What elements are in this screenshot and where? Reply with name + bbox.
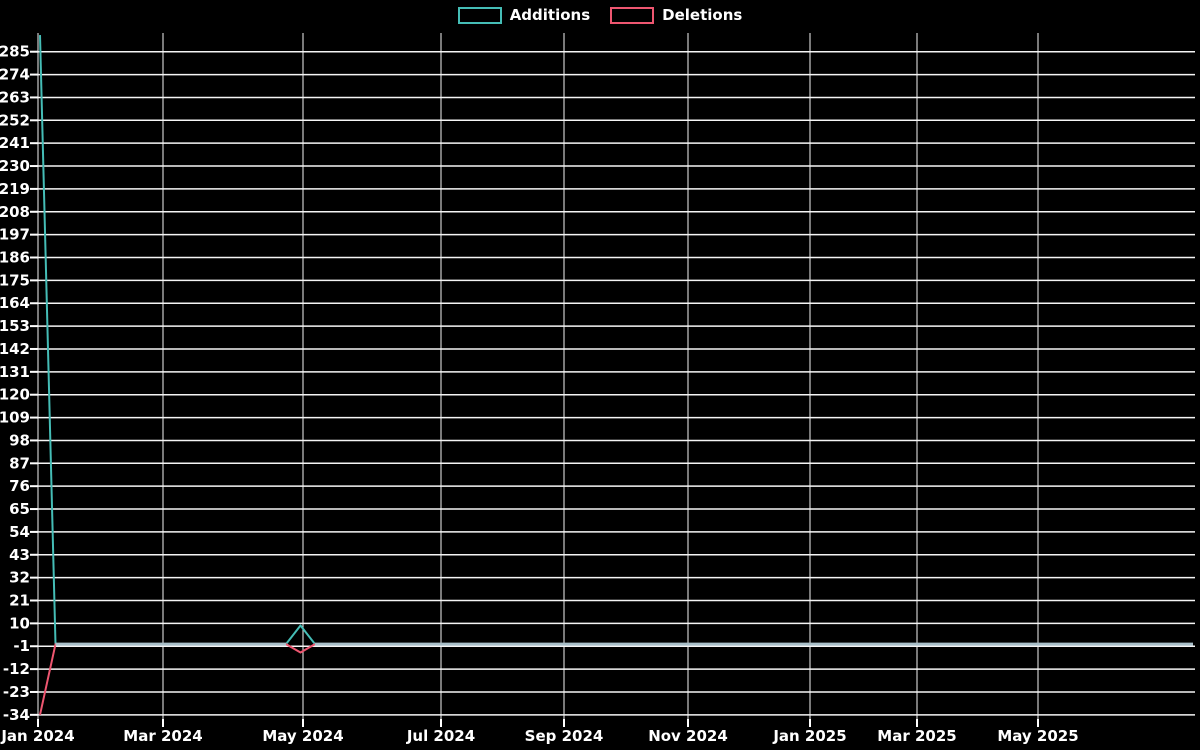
x-tick-label: Jan 2025	[772, 727, 846, 745]
deletions-line	[39, 643, 1193, 716]
y-tick-label: 175	[0, 271, 30, 289]
y-tick-label: 21	[9, 592, 30, 610]
x-tick-label: Sep 2024	[525, 727, 604, 745]
y-tick-label: 109	[0, 409, 30, 427]
y-tick-label: 32	[9, 569, 30, 587]
x-tick-label: Jul 2024	[406, 727, 475, 745]
y-tick-label: 65	[9, 500, 30, 518]
y-tick-label: 230	[0, 157, 30, 175]
y-tick-label: 285	[0, 43, 30, 61]
y-tick-label: 153	[0, 317, 30, 335]
x-tick-label: Jan 2024	[0, 727, 74, 745]
x-tick-label: May 2024	[262, 727, 343, 745]
y-tick-label: 208	[0, 203, 30, 221]
y-tick-label: 10	[9, 614, 30, 632]
x-tick-label: May 2025	[997, 727, 1078, 745]
x-tick-label: Nov 2024	[648, 727, 728, 745]
y-tick-label: 241	[0, 134, 30, 152]
additions-line	[39, 35, 1193, 646]
y-tick-label: 252	[0, 111, 30, 129]
y-tick-label: 43	[9, 546, 30, 564]
y-tick-label: -34	[3, 706, 30, 724]
y-tick-label: 186	[0, 249, 30, 267]
y-tick-label: 120	[0, 386, 30, 404]
y-tick-label: 219	[0, 180, 30, 198]
y-tick-label: -23	[3, 683, 30, 701]
y-tick-label: -1	[13, 637, 30, 655]
y-tick-label: 263	[0, 88, 30, 106]
y-tick-label: 164	[0, 294, 30, 312]
y-tick-label: 87	[9, 454, 30, 472]
y-tick-label: -12	[3, 660, 30, 678]
x-tick-label: Mar 2024	[123, 727, 202, 745]
y-tick-label: 98	[9, 431, 30, 449]
y-tick-label: 142	[0, 340, 30, 358]
x-tick-label: Mar 2025	[877, 727, 956, 745]
y-tick-label: 197	[0, 226, 30, 244]
y-tick-label: 131	[0, 363, 30, 381]
y-tick-label: 54	[9, 523, 30, 541]
y-tick-label: 274	[0, 66, 30, 84]
y-tick-label: 76	[9, 477, 30, 495]
